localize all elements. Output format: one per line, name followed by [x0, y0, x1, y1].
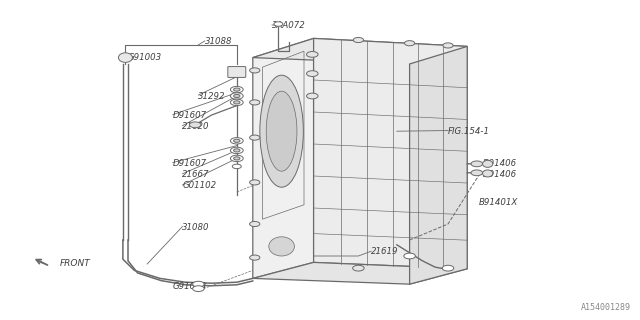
Polygon shape	[314, 38, 467, 269]
Text: 21667: 21667	[182, 170, 210, 179]
Text: G91003: G91003	[128, 53, 162, 62]
Text: 31088: 31088	[205, 37, 232, 46]
Circle shape	[443, 43, 453, 48]
Circle shape	[404, 253, 415, 259]
Text: 21620: 21620	[182, 122, 210, 131]
Circle shape	[471, 161, 483, 167]
Ellipse shape	[483, 170, 493, 177]
Circle shape	[232, 164, 241, 169]
Text: D91607: D91607	[173, 159, 207, 168]
FancyBboxPatch shape	[228, 67, 246, 77]
Ellipse shape	[118, 53, 132, 62]
Circle shape	[250, 221, 260, 227]
Text: A154001289: A154001289	[580, 303, 630, 312]
Text: D91406: D91406	[483, 170, 517, 179]
Circle shape	[230, 138, 243, 144]
Ellipse shape	[260, 75, 303, 187]
Circle shape	[234, 149, 240, 152]
Circle shape	[442, 265, 454, 271]
Circle shape	[307, 52, 318, 57]
Circle shape	[404, 41, 415, 46]
Circle shape	[274, 22, 283, 26]
Circle shape	[234, 94, 240, 98]
Text: B91401X: B91401X	[479, 198, 518, 207]
Text: 31080: 31080	[182, 223, 210, 232]
Ellipse shape	[483, 160, 493, 167]
Text: G01102: G01102	[182, 181, 216, 190]
Text: 31292: 31292	[198, 92, 226, 100]
Circle shape	[230, 147, 243, 154]
Circle shape	[234, 101, 240, 104]
Circle shape	[250, 100, 260, 105]
Circle shape	[353, 265, 364, 271]
Text: FRONT: FRONT	[60, 259, 90, 268]
Circle shape	[353, 37, 364, 43]
Circle shape	[234, 88, 240, 91]
Circle shape	[230, 99, 243, 106]
Ellipse shape	[269, 237, 294, 256]
Polygon shape	[253, 38, 314, 278]
Polygon shape	[253, 38, 467, 64]
Circle shape	[234, 157, 240, 160]
Circle shape	[193, 286, 204, 292]
Circle shape	[230, 93, 243, 99]
Circle shape	[230, 86, 243, 93]
Circle shape	[250, 180, 260, 185]
Circle shape	[230, 155, 243, 162]
Ellipse shape	[266, 91, 297, 171]
Text: D91607: D91607	[173, 111, 207, 120]
Circle shape	[234, 139, 240, 142]
Circle shape	[471, 170, 483, 176]
Text: D91406: D91406	[483, 159, 517, 168]
Circle shape	[250, 135, 260, 140]
Text: 21619: 21619	[371, 247, 399, 256]
Circle shape	[189, 122, 201, 128]
Polygon shape	[253, 262, 467, 284]
Polygon shape	[410, 46, 467, 284]
Text: 3AA072: 3AA072	[272, 21, 306, 30]
Text: FIG.154-1: FIG.154-1	[448, 127, 490, 136]
Circle shape	[250, 255, 260, 260]
Circle shape	[250, 68, 260, 73]
Text: G91003: G91003	[173, 282, 207, 291]
Circle shape	[307, 71, 318, 76]
Circle shape	[193, 281, 204, 287]
Circle shape	[307, 93, 318, 99]
